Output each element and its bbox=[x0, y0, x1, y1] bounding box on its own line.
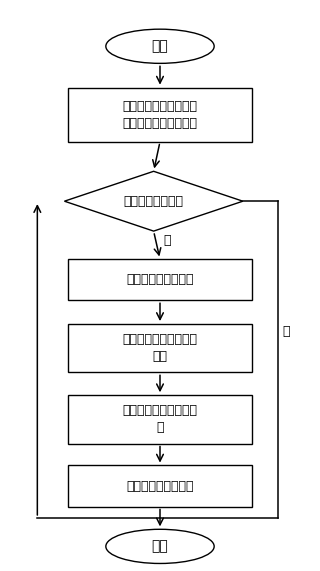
Text: 结束: 结束 bbox=[152, 540, 168, 553]
Text: 开始: 开始 bbox=[152, 39, 168, 53]
Bar bbox=[68, 395, 252, 444]
Ellipse shape bbox=[106, 529, 214, 564]
Text: 选择下一跳节点和路径
分配: 选择下一跳节点和路径 分配 bbox=[123, 333, 197, 363]
Bar bbox=[68, 87, 252, 142]
Bar bbox=[68, 324, 252, 372]
Text: 邻居节点接收数据包: 邻居节点接收数据包 bbox=[126, 480, 194, 493]
Bar bbox=[68, 259, 252, 300]
Text: 该节点计算传输路径: 该节点计算传输路径 bbox=[126, 274, 194, 286]
Text: 本节点为汇聚节点: 本节点为汇聚节点 bbox=[124, 195, 184, 208]
Polygon shape bbox=[64, 171, 243, 231]
Text: 否: 否 bbox=[163, 234, 171, 247]
Text: 是: 是 bbox=[283, 324, 290, 337]
Text: 网络初始化操作，汇聚
节点广播路由更新消息: 网络初始化操作，汇聚 节点广播路由更新消息 bbox=[123, 99, 197, 130]
Text: 发送数据包到下一跳节
点: 发送数据包到下一跳节 点 bbox=[123, 404, 197, 435]
Bar bbox=[68, 465, 252, 506]
Ellipse shape bbox=[106, 29, 214, 63]
